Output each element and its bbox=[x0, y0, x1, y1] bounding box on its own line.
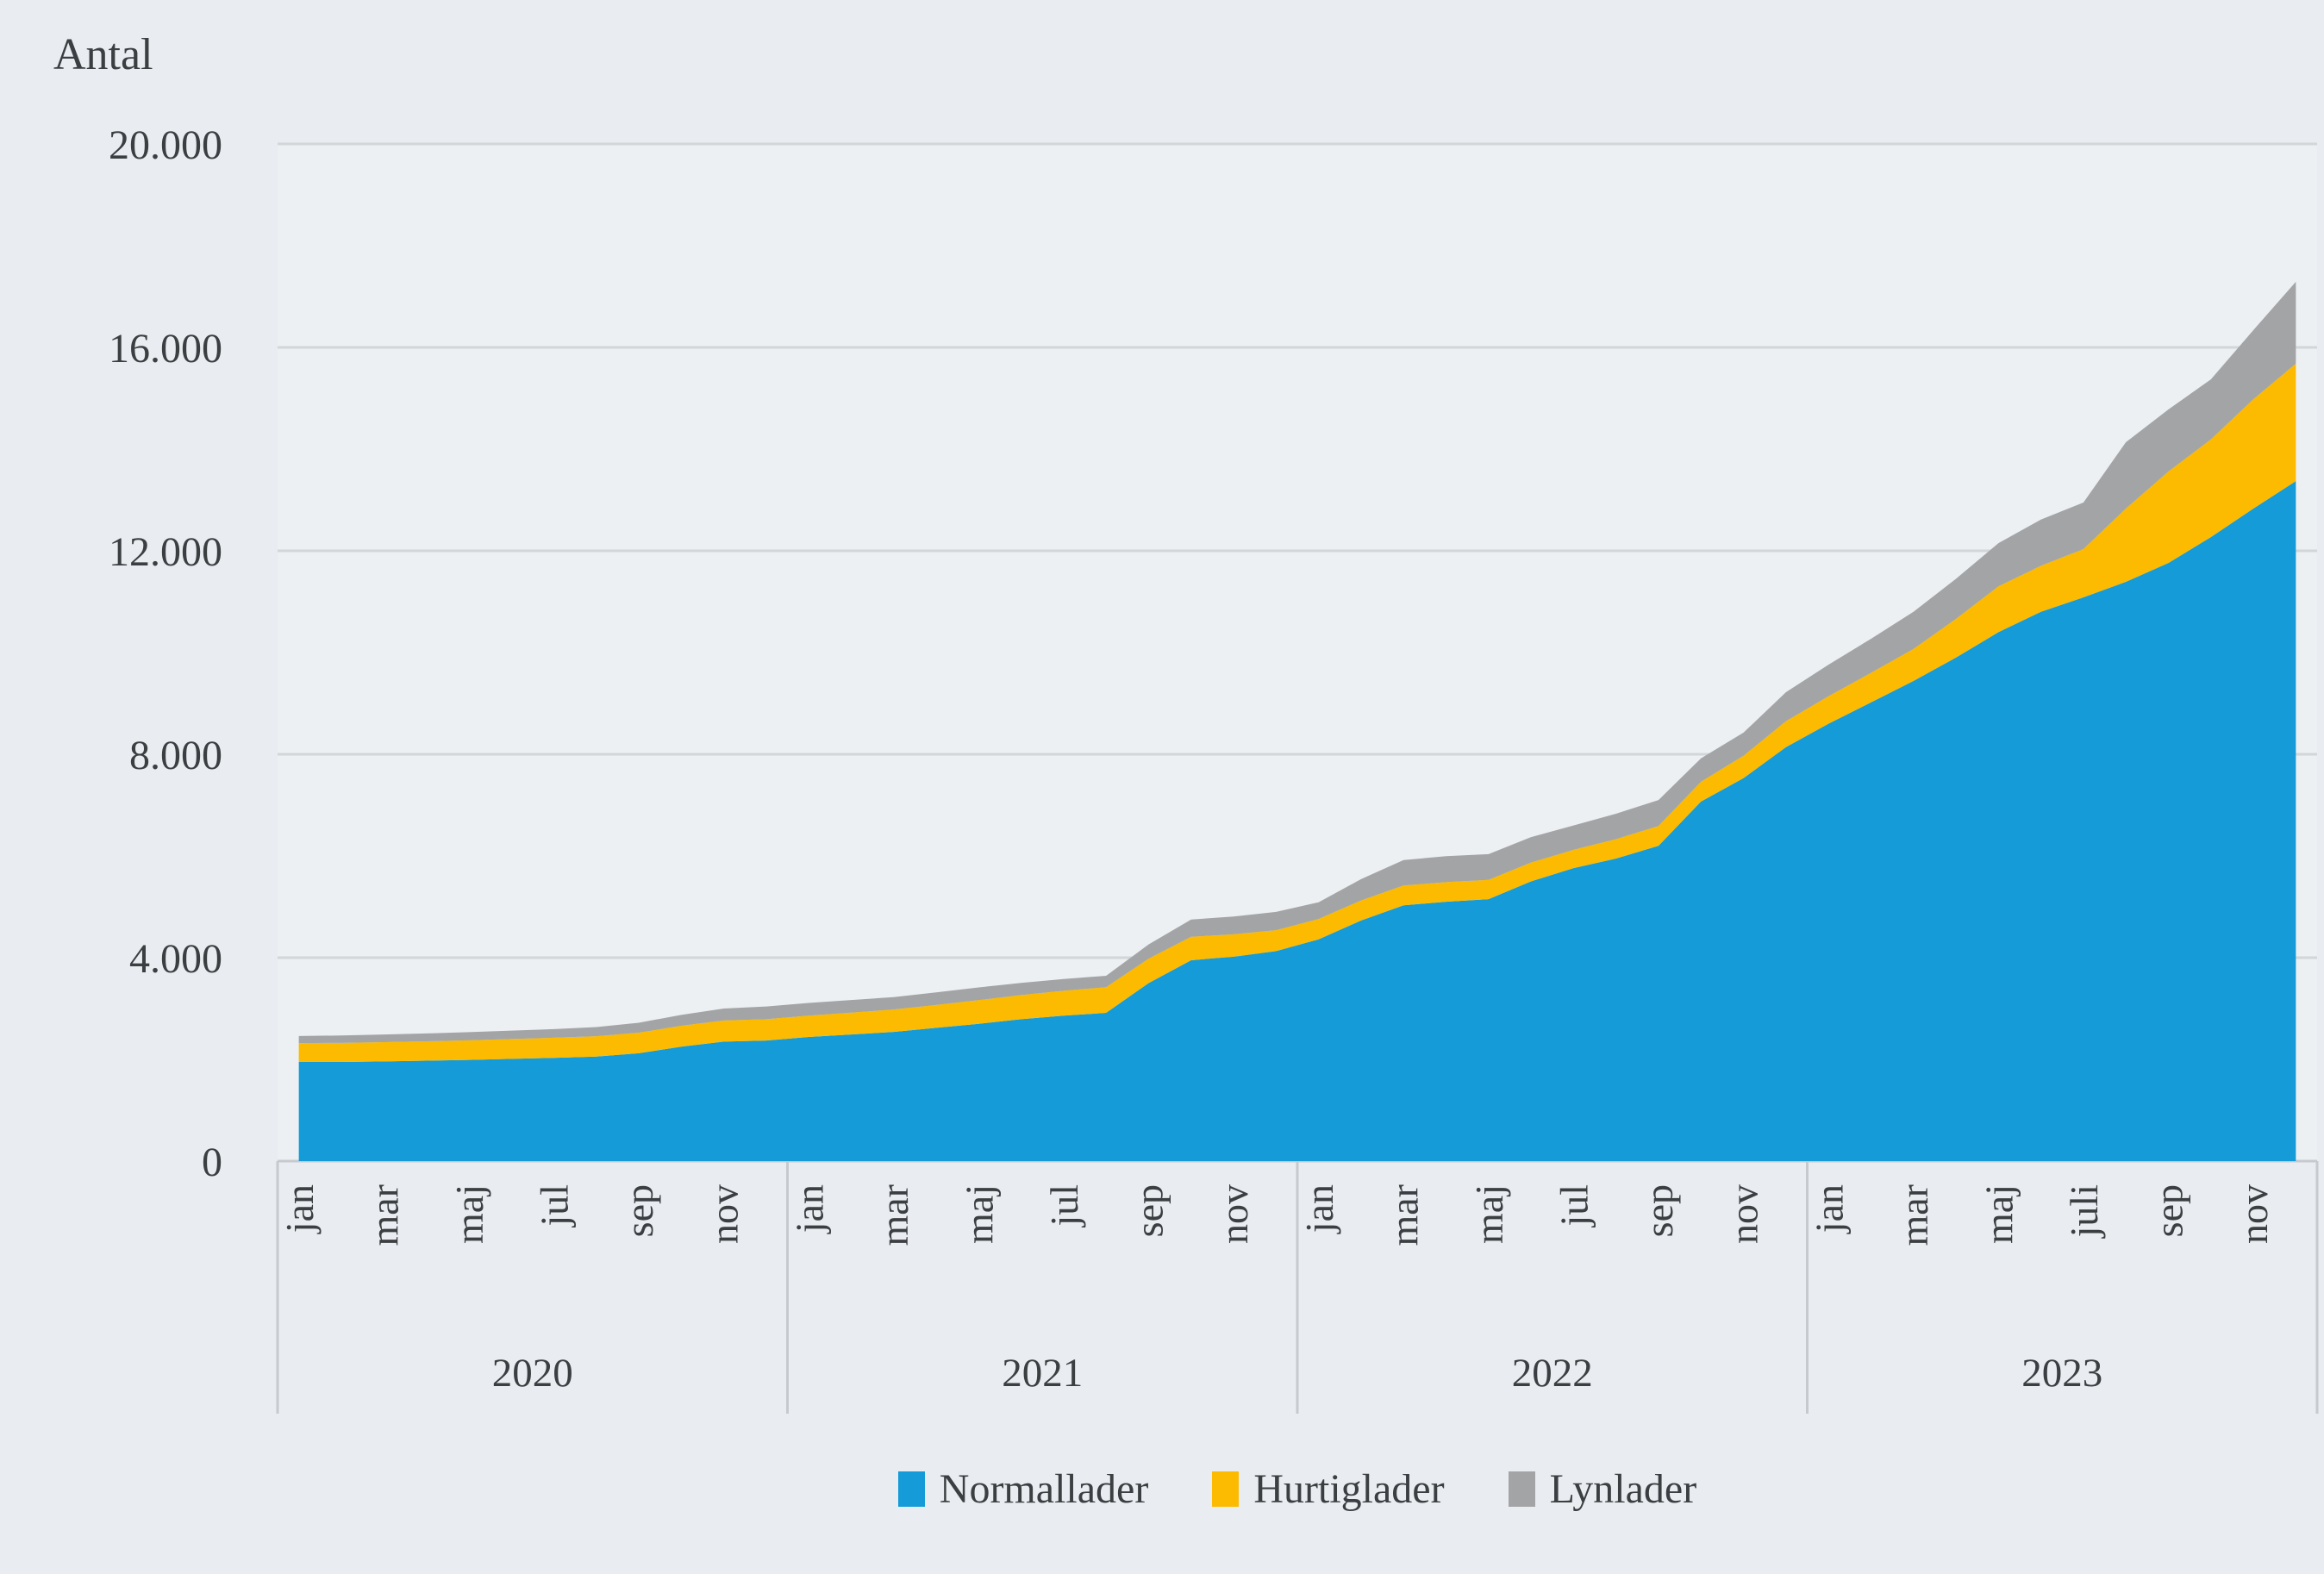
x-tick-label-2022-mar: mar bbox=[1382, 1184, 1426, 1246]
x-tick-label-2020-sep: sep bbox=[617, 1184, 661, 1237]
x-tick-label-2022-jul: jul bbox=[1552, 1184, 1596, 1228]
year-label-2023: 2023 bbox=[2021, 1351, 2102, 1396]
legend-swatch-lynlader-icon bbox=[1508, 1471, 1535, 1507]
y-tick-label-4.000: 4.000 bbox=[129, 936, 222, 982]
x-tick-label-2020-nov: nov bbox=[703, 1184, 747, 1244]
x-tick-label-2020-jul: jul bbox=[532, 1184, 576, 1228]
x-tick-label-2022-jan: jan bbox=[1297, 1184, 1341, 1234]
y-axis-title: Antal bbox=[53, 30, 153, 79]
x-tick-label-2021-nov: nov bbox=[1212, 1184, 1256, 1244]
x-tick-label-2023-jan: jan bbox=[1807, 1184, 1851, 1234]
x-tick-label-2022-sep: sep bbox=[1637, 1184, 1681, 1237]
y-tick-label-0: 0 bbox=[202, 1140, 222, 1185]
legend-label-normallader: Normallader bbox=[939, 1466, 1149, 1512]
legend-label-hurtiglader: Hurtiglader bbox=[1253, 1466, 1445, 1512]
x-tick-label-2021-jul: jul bbox=[1042, 1184, 1086, 1228]
legend-item-normallader: Normallader bbox=[897, 1465, 1149, 1513]
x-tick-label-2021-mar: mar bbox=[872, 1184, 916, 1246]
x-tick-label-2020-jan: jan bbox=[278, 1184, 322, 1234]
x-tick-label-2020-mar: mar bbox=[362, 1184, 406, 1246]
x-tick-label-2023-mar: mar bbox=[1892, 1184, 1936, 1246]
legend-item-lynlader: Lynlader bbox=[1508, 1465, 1697, 1513]
x-tick-label-2021-maj: maj bbox=[957, 1184, 1001, 1244]
x-tick-label-2023-sep: sep bbox=[2147, 1184, 2191, 1237]
x-tick-label-2022-maj: maj bbox=[1467, 1184, 1511, 1244]
legend-swatch-hurtiglader-icon bbox=[1212, 1471, 1240, 1507]
year-label-2022: 2022 bbox=[1512, 1351, 1593, 1396]
y-tick-label-20.000: 20.000 bbox=[109, 122, 222, 168]
x-tick-label-2021-jan: jan bbox=[787, 1184, 831, 1234]
y-tick-label-12.000: 12.000 bbox=[109, 529, 222, 575]
x-tick-label-2021-sep: sep bbox=[1128, 1184, 1171, 1237]
x-tick-label-2022-nov: nov bbox=[1722, 1184, 1766, 1244]
chart-legend: Normallader Hurtiglader Lynlader bbox=[278, 1465, 2317, 1513]
y-tick-label-16.000: 16.000 bbox=[109, 326, 222, 372]
x-tick-label-2023-maj: maj bbox=[1977, 1184, 2021, 1244]
legend-label-lynlader: Lynlader bbox=[1549, 1466, 1697, 1512]
x-tick-label-2023-nov: nov bbox=[2232, 1184, 2276, 1244]
year-label-2021: 2021 bbox=[1002, 1351, 1083, 1396]
year-label-2020: 2020 bbox=[492, 1351, 573, 1396]
area-series-normallader bbox=[298, 481, 2296, 1161]
y-tick-label-8.000: 8.000 bbox=[129, 733, 222, 778]
legend-swatch-normallader-icon bbox=[897, 1471, 925, 1507]
x-tick-label-2023-juli: juli bbox=[2062, 1184, 2106, 1239]
legend-item-hurtiglader: Hurtiglader bbox=[1212, 1465, 1445, 1513]
x-tick-label-2020-maj: maj bbox=[447, 1184, 491, 1244]
